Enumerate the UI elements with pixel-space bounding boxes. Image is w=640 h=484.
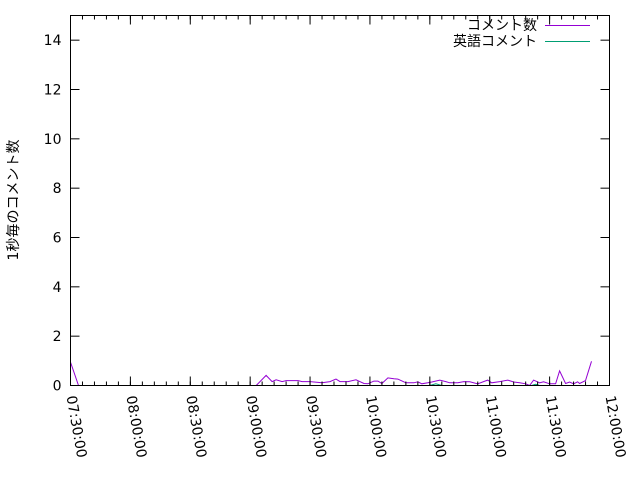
legend: コメント数 英語コメント	[453, 18, 590, 50]
x-tick-label: 11:00:00	[482, 394, 509, 459]
y-tick-label: 8	[53, 181, 62, 197]
legend-label-0: コメント数	[467, 18, 537, 34]
x-tick-label: 08:00:00	[122, 394, 149, 459]
x-tick-label: 10:30:00	[422, 394, 449, 459]
y-tick-label: 4	[53, 280, 62, 296]
y-tick-label: 14	[44, 33, 62, 49]
x-tick-label: 07:30:00	[63, 394, 90, 459]
series-line-0	[70, 361, 592, 387]
y-tick-label: 2	[53, 329, 62, 345]
y-tick-label: 10	[44, 132, 62, 148]
y-tick-label: 6	[53, 231, 62, 247]
y-axis-label: 1秒毎のコメント数	[6, 140, 22, 261]
y-tick-label: 12	[44, 83, 62, 99]
x-tick-label: 11:30:00	[542, 394, 569, 459]
axis-ticks: 0 2 4 6 8 10 12 14 07:30:00 08:00:00 08:30:00 09:00…	[44, 15, 629, 459]
x-tick-label: 12:00:00	[602, 394, 629, 459]
x-tick-label: 10:00:00	[362, 394, 389, 459]
x-tick-label: 08:30:00	[182, 394, 209, 459]
y-tick-label: 0	[53, 379, 62, 395]
x-tick-label: 09:00:00	[242, 394, 269, 459]
legend-label-1: 英語コメント	[453, 33, 537, 50]
plot-frame	[70, 15, 610, 386]
x-tick-label: 09:30:00	[302, 394, 329, 459]
